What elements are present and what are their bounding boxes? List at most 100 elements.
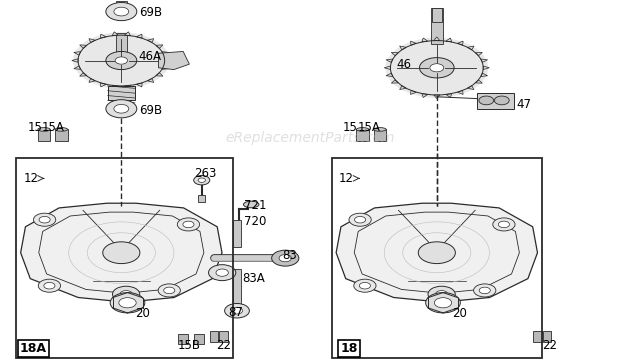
Polygon shape [410,41,416,45]
Circle shape [120,290,132,298]
Polygon shape [156,73,163,76]
Polygon shape [384,66,391,70]
Circle shape [38,279,61,292]
Circle shape [386,38,488,98]
Text: 721: 721 [244,199,267,212]
Polygon shape [148,79,154,83]
Ellipse shape [244,201,259,208]
Polygon shape [20,203,222,302]
Polygon shape [125,32,131,36]
Circle shape [33,213,56,226]
Circle shape [479,287,490,294]
Circle shape [349,213,371,226]
Text: 263: 263 [193,167,216,180]
Bar [533,331,542,341]
Circle shape [430,64,444,72]
Bar [374,130,386,141]
Bar [116,1,127,17]
Text: 15B: 15B [177,339,201,352]
Circle shape [426,293,460,313]
Bar [16,158,232,358]
Polygon shape [164,59,171,62]
Bar [193,333,203,344]
Polygon shape [480,73,487,76]
Text: 47: 47 [516,98,531,111]
Polygon shape [476,80,482,83]
Polygon shape [446,38,452,42]
Polygon shape [391,52,398,56]
Polygon shape [100,83,106,87]
Circle shape [498,221,510,228]
Bar [356,130,369,141]
Text: 18: 18 [340,342,358,355]
Circle shape [474,284,496,297]
Polygon shape [112,85,118,89]
Text: 22: 22 [542,339,557,352]
Circle shape [216,269,228,276]
Ellipse shape [38,128,50,131]
Circle shape [435,298,451,308]
Circle shape [119,298,136,308]
Polygon shape [162,52,169,55]
Polygon shape [80,73,87,76]
Text: 15A: 15A [358,121,381,134]
Circle shape [231,308,242,314]
Text: 20: 20 [452,307,467,320]
Circle shape [279,254,291,262]
Circle shape [103,242,140,264]
Bar [542,331,551,341]
Bar [116,33,127,66]
Polygon shape [100,34,106,38]
Circle shape [479,96,494,105]
Circle shape [418,242,455,264]
Ellipse shape [55,128,68,131]
Polygon shape [74,52,81,55]
Polygon shape [467,46,474,50]
Bar [219,331,228,341]
Text: 69B: 69B [139,104,162,117]
Polygon shape [410,90,416,95]
Polygon shape [480,59,487,63]
Circle shape [44,282,55,289]
Circle shape [73,32,170,89]
Polygon shape [400,46,406,50]
Circle shape [360,282,371,289]
Circle shape [428,286,455,302]
Polygon shape [467,86,474,90]
Polygon shape [125,85,131,89]
Circle shape [493,218,515,231]
Circle shape [114,7,129,16]
Bar [432,8,442,23]
Polygon shape [89,79,95,83]
Bar [178,333,188,344]
Text: 69B: 69B [139,6,162,19]
Bar [55,130,68,141]
Circle shape [115,57,128,64]
Circle shape [193,175,210,185]
Circle shape [106,100,137,118]
Bar [232,220,241,247]
Text: 83A: 83A [242,272,265,285]
Circle shape [106,51,137,70]
Polygon shape [458,90,463,95]
Polygon shape [159,51,189,70]
Text: 12: 12 [339,172,354,185]
Bar [232,269,241,311]
Polygon shape [483,66,489,70]
Polygon shape [434,95,440,99]
Polygon shape [422,38,428,42]
Text: 12: 12 [24,172,38,185]
Bar [108,86,135,100]
Circle shape [164,287,175,294]
Polygon shape [72,59,78,62]
Polygon shape [336,203,538,302]
Bar [477,93,514,110]
Polygon shape [112,32,118,36]
Bar [198,195,205,202]
Circle shape [355,217,366,223]
Polygon shape [446,94,452,98]
Polygon shape [476,52,482,56]
Circle shape [183,221,194,228]
Text: 15A: 15A [42,121,65,134]
Polygon shape [148,39,154,43]
